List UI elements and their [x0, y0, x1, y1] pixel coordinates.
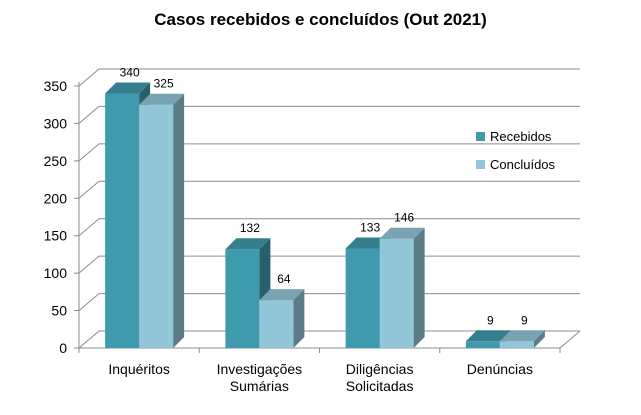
x-tick-label: Investigações [217, 361, 303, 377]
data-label: 64 [277, 272, 291, 286]
legend-label: Concluídos [490, 156, 556, 172]
legend-label: Recebidos [490, 128, 552, 144]
y-tick-label: 0 [59, 340, 67, 356]
bar [379, 238, 414, 348]
bar [259, 300, 294, 348]
bar [465, 341, 500, 348]
x-tick-label: Denúncias [467, 361, 533, 377]
data-label: 146 [394, 211, 414, 225]
x-tick-label: Diligências [346, 361, 414, 377]
y-tick-label: 300 [44, 115, 68, 131]
bar-top [225, 238, 271, 250]
x-tick-label: Solicitadas [346, 378, 414, 394]
gridline [78, 218, 580, 237]
y-tick-label: 50 [51, 303, 67, 319]
data-label: 325 [154, 77, 174, 91]
bar [225, 249, 260, 348]
bar-top [105, 82, 151, 94]
gridline [78, 68, 580, 87]
legend-item: Concluídos [476, 150, 555, 178]
chart-legend: Recebidos Concluídos [476, 122, 555, 178]
bar [105, 93, 140, 348]
legend-swatch [476, 131, 485, 141]
chart-title: Casos recebidos e concluídos (Out 2021) [154, 10, 487, 29]
bar-side [293, 289, 305, 348]
bar-top [379, 227, 425, 239]
bar [345, 248, 380, 348]
bar-top [139, 93, 185, 105]
bar-top [499, 330, 545, 342]
y-tick-label: 150 [44, 228, 68, 244]
bar-side [413, 227, 425, 348]
bar-top [465, 330, 511, 342]
y-tick-label: 100 [44, 265, 68, 281]
data-label: 340 [120, 65, 140, 79]
data-label: 132 [240, 221, 260, 235]
x-tick-label: Inquéritos [108, 361, 169, 377]
legend-swatch [476, 159, 485, 169]
bar-side [533, 330, 545, 348]
gridline [78, 180, 580, 199]
bar-top [345, 237, 391, 249]
data-label: 9 [487, 313, 494, 327]
bar-top [259, 289, 305, 301]
x-tick-label: Sumárias [230, 378, 289, 394]
y-tick-label: 250 [44, 153, 68, 169]
y-tick-label: 200 [44, 190, 68, 206]
data-label: 133 [360, 220, 380, 234]
bar [499, 341, 534, 348]
data-label: 9 [521, 313, 528, 327]
legend-item: Recebidos [476, 122, 555, 150]
gridline [78, 143, 580, 162]
bar [139, 104, 174, 348]
y-tick-label: 350 [44, 78, 68, 94]
bar-side [173, 93, 185, 348]
floor-edge [559, 330, 581, 349]
gridline [78, 105, 580, 124]
